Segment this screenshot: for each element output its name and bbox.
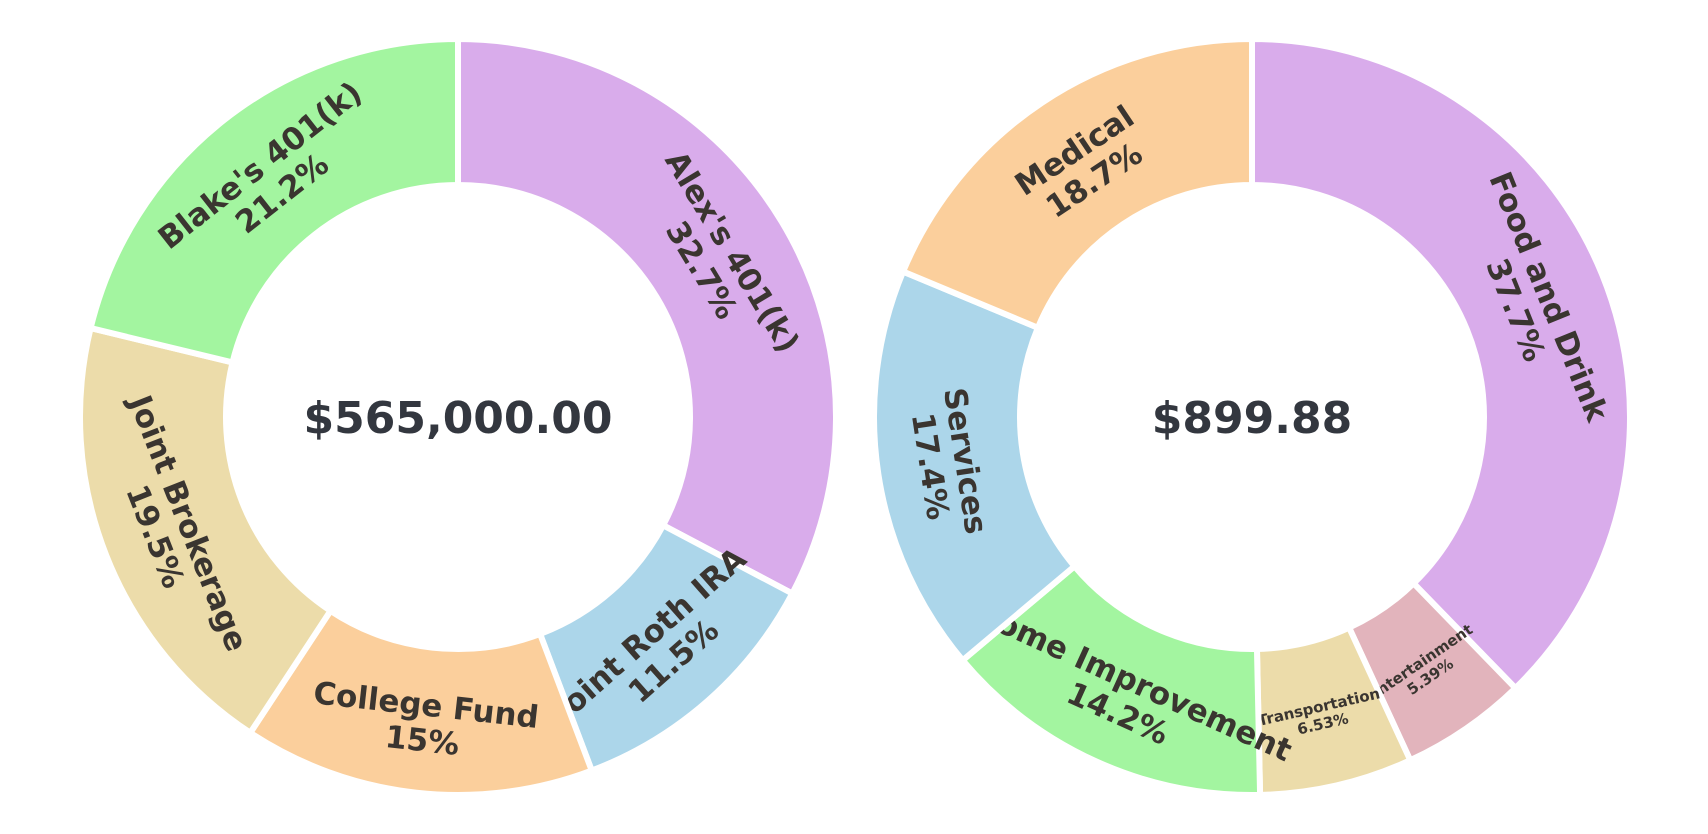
portfolio-donut-chart: Alex's 401(k)32.7%Joint Roth IRA11.5%Col… xyxy=(77,35,839,798)
slice-0-2 xyxy=(246,606,596,798)
slice-0-4 xyxy=(86,35,461,367)
slice-1-5 xyxy=(899,35,1255,332)
portfolio-total-label: $565,000.00 xyxy=(304,393,613,444)
slice-0-3 xyxy=(77,324,335,737)
slice-1-4 xyxy=(871,267,1079,665)
slice-percent: 15% xyxy=(383,719,461,763)
slice-1-0 xyxy=(1249,35,1633,693)
slice-label-0-2: College Fund15% xyxy=(308,675,541,771)
slice-0-0 xyxy=(455,35,839,598)
spending-total-label: $899.88 xyxy=(1152,393,1352,444)
spending-donut-chart: Food and Drink37.7%Entertainment5.39%Tra… xyxy=(871,35,1633,798)
